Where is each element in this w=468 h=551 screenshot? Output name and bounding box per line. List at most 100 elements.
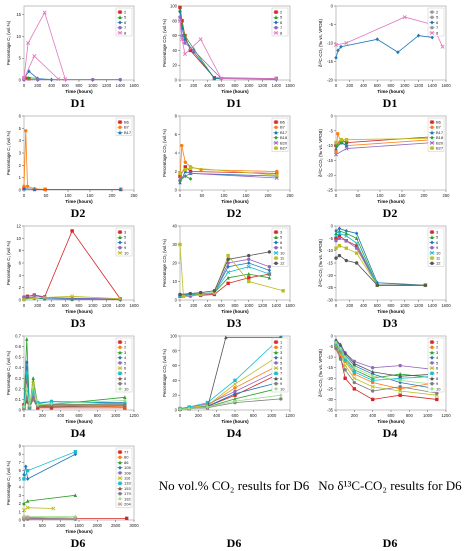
x-tick-label: 2000: [93, 523, 103, 528]
x-axis-label: Time (hours): [221, 419, 249, 424]
y-tick-label: -10: [327, 41, 334, 46]
x-tick-label: 0: [335, 303, 338, 308]
x-tick-label: 1000: [111, 413, 121, 418]
legend-marker: [118, 450, 121, 453]
y-tick-label: 8: [175, 114, 178, 119]
x-tick-label: 1000: [423, 413, 433, 418]
data-point: [371, 389, 374, 392]
x-tick-label: 800: [388, 303, 396, 308]
legend-entry: B27: [280, 146, 288, 151]
panel-label: D4: [156, 426, 312, 441]
x-tick-label: 200: [351, 413, 359, 418]
data-point: [119, 78, 122, 81]
y-tick-label: 4: [19, 485, 22, 490]
legend-marker: [118, 26, 121, 29]
data-point: [353, 387, 356, 390]
x-tick-label: 400: [48, 83, 56, 88]
data-point: [275, 170, 278, 173]
x-tick-label: 1500: [74, 523, 84, 528]
x-tick-label: 400: [48, 303, 56, 308]
x-tick-label: 800: [388, 83, 396, 88]
x-tick-label: 1200: [285, 413, 295, 418]
x-tick-label: 150: [399, 193, 407, 198]
panel-label: D4: [0, 426, 156, 441]
x-axis-label: Time (hours): [377, 199, 405, 204]
legend-marker: [274, 126, 277, 129]
x-tick-label: 150: [243, 193, 251, 198]
y-tick-label: 0.3: [15, 376, 21, 381]
x-tick-label: 1400: [116, 303, 126, 308]
x-tick-label: 1200: [258, 83, 268, 88]
x-tick-label: 0: [23, 523, 26, 528]
x-tick-label: 150: [87, 193, 95, 198]
data-point: [279, 397, 282, 400]
legend-marker: [430, 346, 433, 349]
x-tick-label: 400: [57, 413, 65, 418]
y-tick-label: 3: [19, 493, 22, 498]
data-point: [336, 132, 339, 135]
data-point: [353, 370, 356, 373]
data-point: [334, 247, 337, 250]
x-axis-label: Time (hours): [377, 309, 405, 314]
data-point: [371, 366, 374, 369]
data-point: [398, 364, 401, 367]
no-d13c-note: No δ¹³C-CO₂ results for D6: [312, 478, 468, 494]
data-point: [178, 243, 181, 246]
y-tick-label: -30: [327, 397, 334, 402]
x-tick-label: 100: [377, 193, 385, 198]
y-tick-label: -5: [329, 22, 333, 27]
data-point: [355, 251, 358, 254]
legend-marker: [430, 340, 433, 343]
data-point: [125, 517, 128, 520]
x-tick-label: 1200: [102, 83, 112, 88]
y-tick-label: 1: [19, 509, 22, 514]
x-tick-label: 200: [421, 193, 429, 198]
legend-marker: [430, 262, 433, 265]
y-axis-label: Percentage CO₂ (vol.%): [162, 128, 167, 177]
x-axis-label: Time (hours): [65, 419, 93, 424]
x-tick-label: 600: [218, 83, 226, 88]
x-tick-label: 1600: [285, 303, 295, 308]
legend-marker: [430, 16, 433, 19]
x-tick-label: 2500: [111, 523, 121, 528]
data-point: [226, 258, 229, 261]
y-tick-label: 80: [172, 348, 177, 353]
x-tick-label: 600: [232, 413, 240, 418]
data-point: [36, 78, 39, 81]
legend-marker: [118, 346, 121, 349]
y-tick-label: -5: [329, 236, 333, 241]
data-point: [355, 247, 358, 250]
x-tick-label: 0: [23, 83, 26, 88]
data-point: [334, 239, 337, 242]
x-tick-label: 600: [218, 303, 226, 308]
y-tick-label: 20: [172, 393, 177, 398]
data-point: [25, 371, 28, 374]
data-point: [353, 381, 356, 384]
y-axis-label: δ¹³C-CO₂ (‰ vs. VPDB): [318, 348, 323, 397]
y-tick-label: 0.6: [15, 344, 21, 349]
data-point: [226, 254, 229, 257]
y-tick-label: 40: [172, 224, 177, 229]
y-tick-label: 0.2: [15, 386, 21, 391]
panel-label: D4: [312, 426, 468, 441]
legend-marker: [274, 382, 277, 385]
y-tick-label: 6: [19, 261, 22, 266]
y-axis-label: Percentage C₁ (vol.%): [6, 350, 11, 395]
x-tick-label: 600: [388, 413, 396, 418]
x-tick-label: 600: [374, 303, 382, 308]
y-tick-label: -25: [327, 386, 334, 391]
y-tick-label: -20: [327, 78, 334, 83]
panel-label: D2: [312, 206, 468, 221]
x-tick-label: 200: [34, 83, 42, 88]
panel-label: D3: [0, 316, 156, 331]
data-point: [192, 49, 195, 52]
x-axis-label: Time (hours): [65, 529, 93, 534]
